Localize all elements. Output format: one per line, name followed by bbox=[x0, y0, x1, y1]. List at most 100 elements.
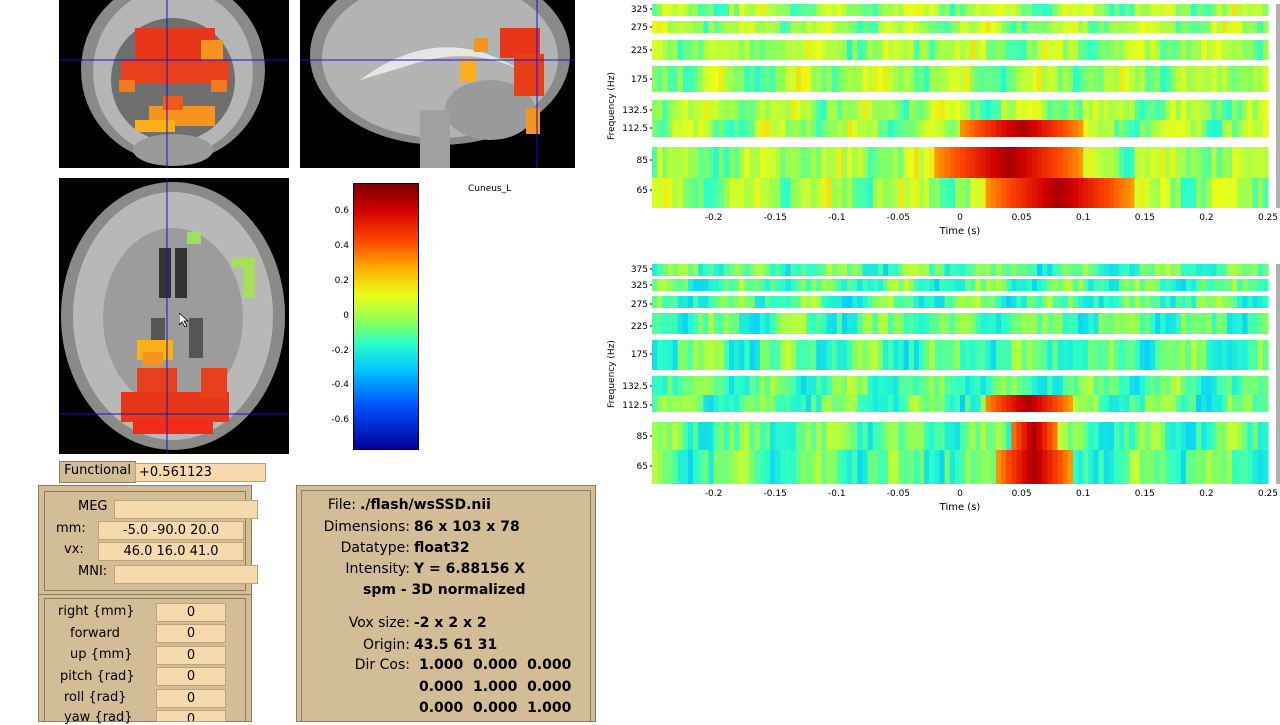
tf-cell bbox=[924, 422, 930, 450]
tf-cell bbox=[918, 279, 925, 291]
tf-cell bbox=[908, 100, 915, 120]
tf-cell bbox=[836, 296, 843, 308]
tf-cell bbox=[965, 21, 971, 33]
x-tick-label: -0.05 bbox=[887, 213, 910, 223]
tf-cell bbox=[1108, 296, 1115, 308]
tf-cell bbox=[693, 100, 699, 120]
tf-cell bbox=[677, 296, 684, 308]
tf-cell bbox=[970, 313, 976, 334]
tf-cell bbox=[703, 4, 710, 16]
reorient-field[interactable]: 0 bbox=[156, 689, 226, 708]
tf-cell bbox=[995, 4, 1002, 16]
tf-cell bbox=[867, 147, 874, 178]
tf-cell bbox=[1093, 313, 1100, 334]
tf-heatmap-chart-2[interactable]: 375 325 275 225 175 132.5 112.5 85 65 -0.2 -0.15 -0… bbox=[600, 260, 1280, 520]
tf-cell bbox=[826, 395, 833, 412]
tf-cell bbox=[847, 422, 853, 450]
tf-cell bbox=[903, 296, 910, 308]
colorbar-tick: 0.6 bbox=[334, 206, 349, 216]
meg-field[interactable] bbox=[114, 500, 258, 519]
tf-cell bbox=[1072, 340, 1079, 370]
tf-cell bbox=[831, 422, 838, 450]
tf-cell bbox=[1175, 264, 1182, 276]
tf-cell bbox=[924, 313, 930, 334]
tf-cell bbox=[944, 264, 951, 276]
tf-cell bbox=[723, 279, 730, 291]
tf-cell bbox=[739, 66, 745, 92]
tf-cell bbox=[954, 21, 961, 33]
tf-cell bbox=[1226, 279, 1233, 291]
tf-cell bbox=[1129, 147, 1136, 178]
tf-cell bbox=[764, 313, 771, 334]
reorient-field[interactable]: 0 bbox=[156, 710, 226, 722]
tf-cell bbox=[877, 395, 884, 412]
tf-cell bbox=[1160, 395, 1166, 412]
reorient-field[interactable]: 0 bbox=[156, 603, 226, 622]
tf-cell bbox=[1216, 21, 1223, 33]
tf-cell bbox=[1011, 120, 1018, 137]
tf-band bbox=[652, 178, 1269, 208]
functional-value-field[interactable]: +0.561123 bbox=[135, 463, 266, 482]
mni-field[interactable] bbox=[114, 565, 258, 584]
tf-cell bbox=[1129, 340, 1136, 370]
tf-cell bbox=[1262, 178, 1269, 208]
reorient-field[interactable]: 0 bbox=[156, 646, 226, 665]
tf-cell bbox=[1201, 422, 1207, 450]
coronal-view[interactable] bbox=[59, 0, 289, 168]
tf-cell bbox=[682, 21, 689, 33]
tf-cell bbox=[847, 178, 853, 208]
tf-cell bbox=[1226, 395, 1233, 412]
tf-cell bbox=[800, 450, 807, 484]
tf-cell bbox=[1160, 4, 1166, 16]
tf-cell bbox=[872, 395, 879, 412]
tf-cell bbox=[857, 395, 864, 412]
tf-cell bbox=[836, 376, 843, 395]
reorient-field[interactable]: 0 bbox=[156, 624, 226, 643]
tf-cell bbox=[852, 376, 858, 395]
tf-cell bbox=[1252, 340, 1259, 370]
tf-cell bbox=[1062, 450, 1069, 484]
tf-cell bbox=[867, 264, 874, 276]
tf-cell bbox=[1088, 395, 1095, 412]
mm-field[interactable]: -5.0 -90.0 20.0 bbox=[98, 521, 244, 540]
origin-label: Origin: bbox=[362, 637, 410, 653]
tf-cell bbox=[1047, 340, 1053, 370]
tf-cell bbox=[1252, 279, 1259, 291]
tf-cell bbox=[698, 395, 704, 412]
tf-cell bbox=[944, 450, 951, 484]
region-label: Cuneus_L bbox=[468, 184, 512, 194]
tf-cell bbox=[913, 178, 920, 208]
sagittal-view[interactable] bbox=[300, 0, 575, 168]
tf-cell bbox=[775, 21, 781, 33]
tf-cell bbox=[1072, 296, 1079, 308]
tf-cell bbox=[682, 100, 689, 120]
tf-cell bbox=[1221, 340, 1228, 370]
tf-cell bbox=[662, 100, 668, 120]
tf-cell bbox=[1001, 279, 1007, 291]
tf-cell bbox=[1252, 450, 1259, 484]
tf-cell bbox=[1052, 279, 1059, 291]
tf-cell bbox=[913, 4, 920, 16]
reorient-field[interactable]: 0 bbox=[156, 667, 226, 686]
tf-cell bbox=[903, 66, 910, 92]
tf-cell bbox=[1006, 279, 1012, 291]
tf-cell bbox=[652, 66, 658, 92]
tf-cell bbox=[662, 264, 668, 276]
y-axis-label: Frequency (Hz) bbox=[607, 72, 617, 140]
vx-field[interactable]: 46.0 16.0 41.0 bbox=[98, 542, 244, 561]
tf-cell bbox=[1124, 296, 1130, 308]
tf-cell bbox=[1247, 313, 1254, 334]
tf-cell bbox=[867, 296, 874, 308]
tf-cell bbox=[1134, 376, 1141, 395]
tf-cell bbox=[1262, 147, 1269, 178]
tf-cell bbox=[1226, 178, 1233, 208]
tf-cell bbox=[1232, 296, 1238, 308]
tf-cell bbox=[764, 395, 771, 412]
tf-cell bbox=[718, 340, 725, 370]
tf-cell bbox=[852, 279, 858, 291]
tf-heatmap-chart-1[interactable]: 325 275 225 175 132.5 112.5 85 65 -0.2 -0.15 -0.1-… bbox=[600, 0, 1280, 240]
tf-cell bbox=[677, 4, 684, 16]
axial-view[interactable] bbox=[59, 178, 289, 454]
tf-cell bbox=[841, 40, 848, 60]
tf-cell bbox=[975, 340, 982, 370]
